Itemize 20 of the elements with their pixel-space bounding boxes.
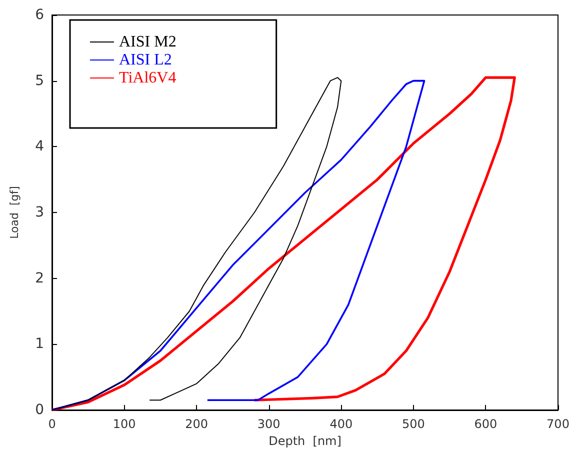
x-tick-label: 100 (112, 417, 136, 431)
y-tick-label: 5 (35, 72, 44, 89)
y-tick-label: 1 (35, 336, 44, 352)
y-tick-label: 2 (35, 270, 44, 286)
x-tick-label: 200 (185, 417, 208, 431)
x-tick-label: 700 (546, 417, 570, 431)
y-tick-label: 0 (35, 402, 44, 418)
x-axis-title: Depth [nm] (268, 434, 342, 448)
legend-label: AISI M2 (119, 34, 176, 50)
y-tick-label: 3 (35, 204, 44, 220)
y-axis-title: Load [gf] (8, 186, 21, 239)
x-tick-label: 400 (330, 417, 353, 431)
y-tick-label: 6 (35, 7, 44, 23)
x-tick-label: 500 (402, 417, 425, 431)
legend-label: TiAl6V4 (119, 70, 176, 86)
x-tick-label: 300 (257, 417, 280, 431)
y-tick-label: 4 (35, 138, 44, 155)
x-tick-label: 0 (48, 417, 56, 431)
legend-label: AISI L2 (119, 52, 172, 68)
x-tick-label: 600 (474, 417, 498, 431)
